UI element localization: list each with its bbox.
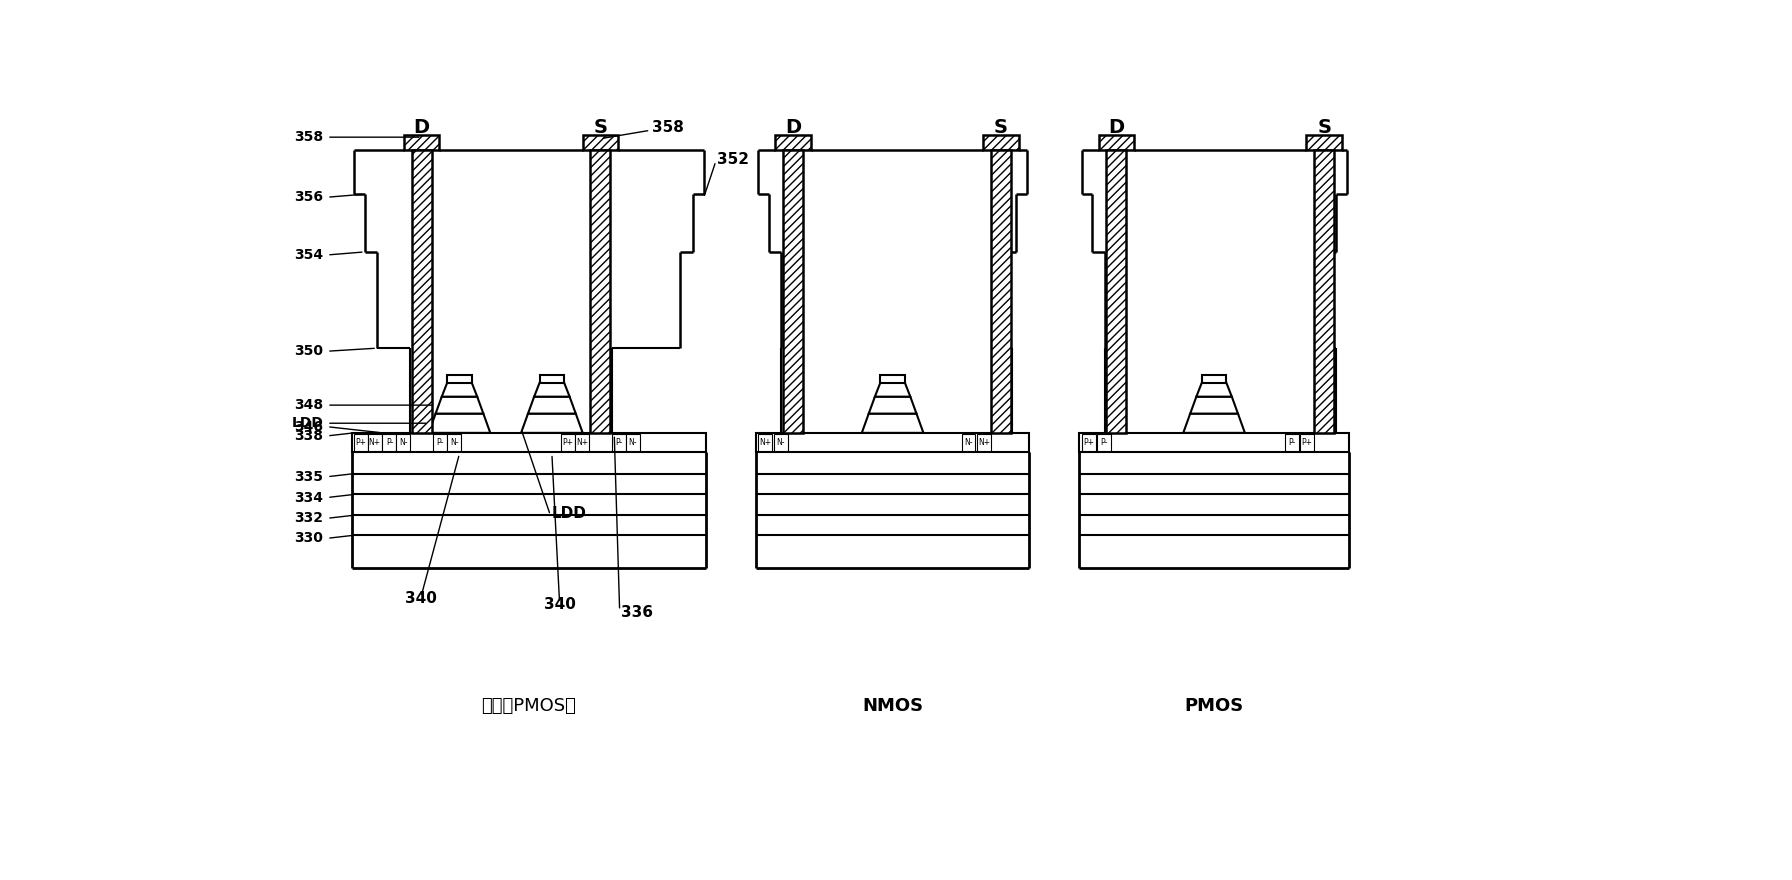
Text: S: S [593, 118, 607, 136]
Text: LDD: LDD [552, 506, 586, 521]
Bar [758, 435, 772, 451]
Text: P+: P+ [1301, 438, 1314, 447]
Text: P-: P- [437, 438, 444, 447]
Text: 338: 338 [294, 429, 323, 443]
Text: 340: 340 [405, 590, 437, 606]
Text: N-: N- [629, 438, 636, 447]
Bar [1306, 135, 1342, 150]
Text: S: S [1317, 118, 1331, 136]
Text: P+: P+ [563, 438, 573, 447]
Bar [448, 375, 471, 383]
Bar [355, 435, 367, 451]
Bar [367, 435, 382, 451]
Bar [991, 150, 1011, 433]
Text: N+: N+ [978, 438, 989, 447]
Text: D: D [414, 118, 430, 136]
Bar [590, 150, 611, 433]
Bar [351, 433, 706, 452]
Polygon shape [428, 414, 491, 433]
Polygon shape [521, 414, 582, 433]
Text: N-: N- [776, 438, 785, 447]
Text: 350: 350 [294, 344, 323, 358]
Polygon shape [435, 397, 484, 414]
Bar [561, 435, 575, 451]
Text: N-: N- [400, 438, 407, 447]
Bar [1285, 435, 1299, 451]
Text: 阵列（PMOS）: 阵列（PMOS） [482, 697, 577, 715]
Polygon shape [443, 383, 477, 397]
Bar [1301, 435, 1314, 451]
Text: P-: P- [615, 438, 622, 447]
Bar [412, 150, 432, 433]
Bar [625, 435, 640, 451]
Text: 335: 335 [294, 470, 323, 484]
Polygon shape [1190, 397, 1238, 414]
Text: LDD: LDD [292, 416, 323, 430]
Text: N+: N+ [575, 438, 588, 447]
Text: P-: P- [385, 438, 392, 447]
Text: NMOS: NMOS [862, 697, 923, 715]
Text: PMOS: PMOS [1185, 697, 1244, 715]
Text: 330: 330 [294, 532, 323, 546]
Bar [880, 375, 905, 383]
Text: 334: 334 [294, 490, 323, 504]
Text: N+: N+ [760, 438, 771, 447]
Text: S: S [995, 118, 1007, 136]
Bar [1202, 375, 1226, 383]
Bar [1314, 150, 1335, 433]
Polygon shape [869, 397, 916, 414]
Text: 348: 348 [294, 398, 323, 412]
Text: 356: 356 [294, 190, 323, 204]
Text: 358: 358 [652, 120, 685, 135]
Bar [783, 150, 803, 433]
Bar [434, 435, 448, 451]
Bar [774, 435, 787, 451]
Bar [448, 435, 461, 451]
Bar [984, 135, 1018, 150]
Bar [756, 433, 1029, 452]
Text: D: D [1107, 118, 1124, 136]
Bar [1097, 435, 1111, 451]
Text: 336: 336 [622, 605, 652, 620]
Polygon shape [529, 397, 575, 414]
Text: P+: P+ [1082, 438, 1095, 447]
Bar [382, 435, 396, 451]
Polygon shape [862, 414, 923, 433]
Bar [575, 435, 590, 451]
Bar [396, 435, 410, 451]
Text: D: D [785, 118, 801, 136]
Text: 352: 352 [717, 152, 749, 167]
Polygon shape [1197, 383, 1231, 397]
Text: P-: P- [1100, 438, 1107, 447]
Text: N+: N+ [369, 438, 382, 447]
Bar [1079, 433, 1349, 452]
Text: 354: 354 [294, 248, 323, 262]
Text: P-: P- [1288, 438, 1296, 447]
Bar [1098, 135, 1134, 150]
Bar [611, 435, 625, 451]
Polygon shape [534, 383, 570, 397]
Text: N-: N- [964, 438, 973, 447]
Text: 340: 340 [543, 597, 575, 612]
Bar [1082, 435, 1095, 451]
Polygon shape [1183, 414, 1245, 433]
Text: 332: 332 [294, 511, 323, 525]
Polygon shape [874, 383, 910, 397]
Bar [776, 135, 810, 150]
Bar [977, 435, 991, 451]
Bar [403, 135, 439, 150]
Text: 358: 358 [294, 130, 323, 144]
Bar [582, 135, 618, 150]
Bar [962, 435, 975, 451]
Text: P+: P+ [355, 438, 366, 447]
Text: 346: 346 [294, 420, 323, 434]
Bar [1106, 150, 1127, 433]
Bar [539, 375, 564, 383]
Text: N-: N- [450, 438, 459, 447]
